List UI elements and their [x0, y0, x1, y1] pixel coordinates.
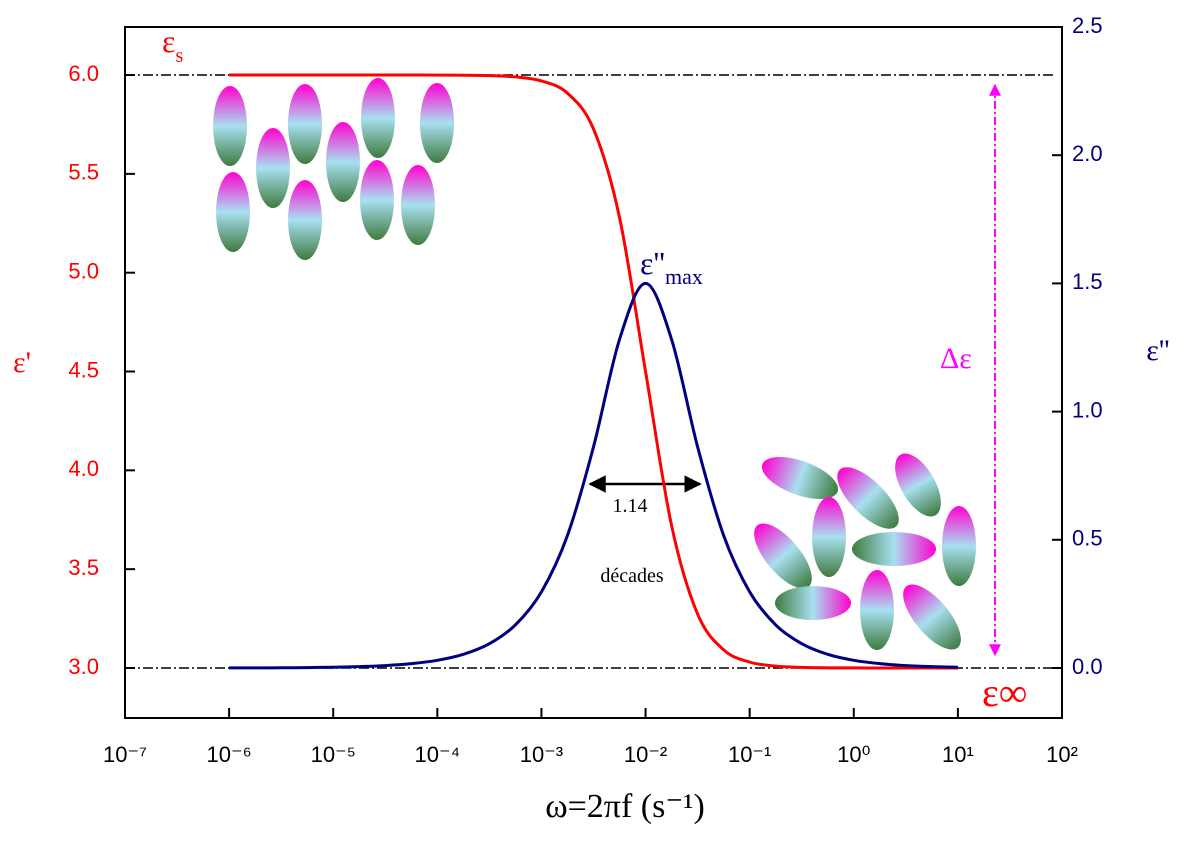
line-series	[229, 281, 958, 670]
annotation: Δε	[940, 342, 972, 375]
y2-tick-label: 0.5	[1072, 526, 1103, 551]
y-tick-label: 4.5	[68, 357, 99, 382]
y2-tick-label: 1.0	[1072, 397, 1103, 422]
x-tick-label: 10⁻⁷	[103, 742, 147, 767]
molecules-disordered	[754, 453, 976, 650]
annotation: εs	[162, 23, 183, 67]
molecules-ordered	[213, 78, 454, 260]
y2-tick-label: 2.5	[1072, 13, 1103, 38]
x-tick-label: 10²	[1046, 742, 1078, 767]
x-axis-label: ω=2πf (s⁻¹)	[545, 788, 705, 825]
x-tick-label: 10⁻²	[624, 742, 667, 767]
y-tick-label: 6.0	[68, 61, 99, 86]
annotation: décades	[600, 565, 664, 587]
x-tick-label: 10⁻³	[520, 742, 563, 767]
line-series	[229, 73, 958, 670]
y-tick-label: 3.0	[68, 654, 99, 679]
annotation: ε∞	[982, 670, 1027, 715]
y2-tick-label: 0.0	[1072, 654, 1103, 679]
x-tick-label: 10⁻⁵	[311, 742, 356, 767]
y-tick-label: 5.0	[68, 258, 99, 283]
y-tick-label: 5.5	[68, 160, 99, 185]
y2-axis-label: ε''	[1146, 334, 1169, 367]
x-tick-label: 10⁰	[837, 742, 870, 767]
annotation: ε''max	[640, 245, 703, 289]
y2-tick-label: 1.5	[1072, 269, 1103, 294]
y2-tick-label: 2.0	[1072, 141, 1103, 166]
y-tick-label: 4.0	[68, 456, 99, 481]
x-tick-label: 10¹	[942, 742, 974, 767]
y-axis-label: ε'	[13, 346, 31, 379]
x-tick-label: 10⁻⁴	[415, 742, 461, 767]
y-tick-label: 3.5	[68, 555, 99, 580]
annotation: 1.14	[613, 495, 648, 517]
x-tick-label: 10⁻⁶	[207, 742, 252, 767]
x-tick-label: 10⁻¹	[728, 742, 771, 767]
